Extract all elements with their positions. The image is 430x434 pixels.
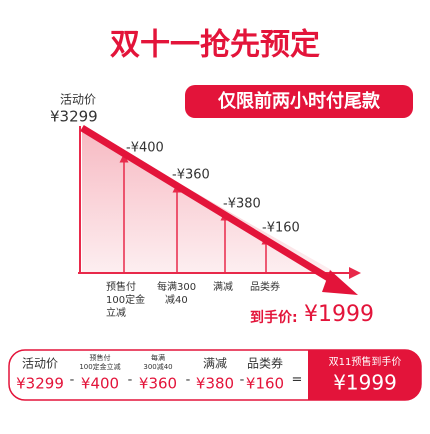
summary-final-bg xyxy=(308,350,421,400)
step-label: 减40 xyxy=(165,294,188,306)
summary-label: 满减 xyxy=(203,357,227,371)
step-amount: -¥400 xyxy=(126,141,164,156)
final-price: ¥1999 xyxy=(304,302,374,327)
summary-price: ¥160 xyxy=(246,375,284,393)
step-amount: -¥160 xyxy=(262,221,300,236)
summary-label: 100定金立减 xyxy=(79,362,120,371)
summary-operator: - xyxy=(240,373,245,388)
summary-label: 预售付 xyxy=(90,353,111,362)
step-label: 每满300 xyxy=(157,280,196,293)
summary-price: ¥3299 xyxy=(16,375,64,393)
summary-operator: - xyxy=(186,373,191,388)
drop-line xyxy=(80,125,342,288)
step-label: 满减 xyxy=(213,281,233,293)
final-label: 到手价: xyxy=(250,309,298,326)
step-amount: -¥360 xyxy=(172,168,210,183)
step-label: 预售付 xyxy=(106,280,136,293)
summary-final-label: 双11预售到手价 xyxy=(329,355,402,368)
badge: 仅限前两小时付尾款 xyxy=(217,90,381,112)
step-label: 立减 xyxy=(106,306,126,319)
step-arrows xyxy=(119,153,271,272)
step-amount: -¥380 xyxy=(223,197,261,212)
summary-operator: = xyxy=(292,373,303,388)
badge-bg xyxy=(185,85,413,118)
step-label: 品类券 xyxy=(250,280,280,293)
summary-label: 活动价 xyxy=(22,357,58,371)
step-label: 100定金 xyxy=(106,293,145,306)
summary-price: ¥400 xyxy=(81,375,119,393)
start-price: ¥3299 xyxy=(50,108,98,126)
summary-final-price: ¥1999 xyxy=(333,371,397,395)
drop-arrow xyxy=(322,270,358,295)
summary-price: ¥360 xyxy=(139,375,177,393)
summary-label: 每满 xyxy=(151,353,165,362)
start-label: 活动价 xyxy=(60,93,96,107)
title: 双十一抢先预定 xyxy=(110,28,320,63)
summary-label: 品类券 xyxy=(247,356,283,371)
summary-operator: - xyxy=(70,373,75,388)
summary-label: 300减40 xyxy=(143,362,172,371)
summary-price: ¥380 xyxy=(196,375,234,393)
summary-operator: - xyxy=(128,373,133,388)
